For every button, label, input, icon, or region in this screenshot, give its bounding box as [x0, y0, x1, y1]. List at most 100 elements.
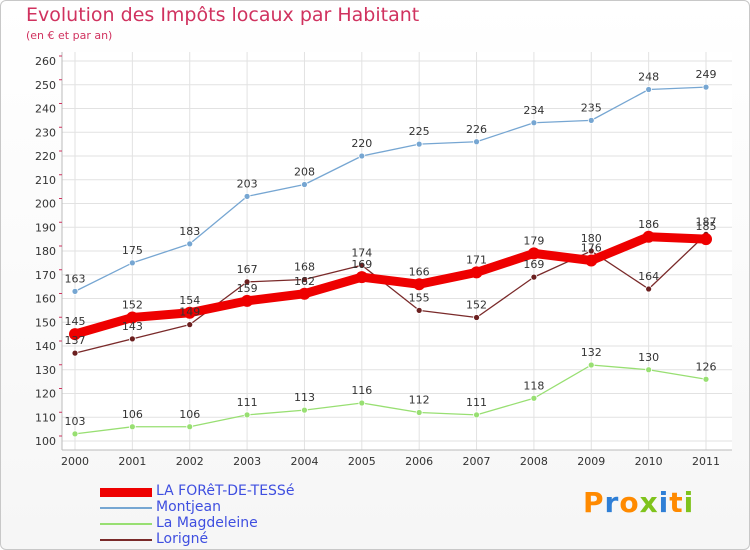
x-tick-label: 2007 [463, 455, 491, 468]
chart-subtitle: (en € et par an) [26, 29, 113, 42]
logo-letter: i [683, 486, 695, 519]
data-point [415, 409, 423, 416]
data-label: 179 [523, 234, 544, 247]
data-point [355, 271, 368, 284]
data-label: 111 [237, 396, 258, 409]
data-point [530, 273, 538, 281]
y-tick-label: 150 [35, 316, 56, 329]
data-point [301, 276, 308, 283]
series-0 [69, 230, 712, 341]
data-label: 132 [581, 346, 602, 359]
data-label: 183 [179, 225, 200, 238]
x-tick-label: 2009 [577, 455, 605, 468]
legend-swatch [100, 539, 152, 541]
data-point [183, 306, 196, 319]
data-point [126, 311, 139, 324]
data-label: 163 [65, 272, 86, 285]
data-label: 155 [409, 291, 430, 304]
y-tick-label: 230 [35, 126, 56, 139]
proxiti-logo: Proxiti [583, 486, 694, 519]
data-point [186, 240, 194, 248]
data-point [241, 294, 254, 307]
y-tick-label: 160 [35, 293, 56, 306]
data-point [243, 411, 251, 419]
y-tick-label: 100 [35, 435, 56, 448]
legend-swatch [100, 507, 152, 509]
data-point [186, 321, 194, 329]
data-point [587, 247, 595, 255]
data-label: 185 [696, 220, 717, 233]
logo-letter: o [619, 486, 640, 519]
data-point [301, 406, 308, 414]
y-tick-label: 120 [35, 388, 56, 401]
y-tick-label: 190 [35, 221, 56, 234]
data-label: 113 [294, 391, 315, 404]
chart-title: Evolution des Impôts locaux par Habitant [26, 4, 420, 26]
data-label: 137 [65, 334, 86, 347]
data-label: 168 [294, 261, 315, 274]
y-tick-label: 210 [35, 174, 56, 187]
data-point [301, 181, 308, 188]
data-label: 180 [581, 232, 602, 245]
series-line [74, 364, 707, 435]
logo-letter: i [658, 486, 670, 519]
data-point [527, 247, 540, 260]
data-point [587, 361, 595, 369]
data-label: 235 [581, 101, 602, 114]
y-tick-label: 220 [35, 150, 56, 163]
data-label: 174 [351, 246, 372, 259]
legend-label: Montjean [156, 499, 221, 515]
y-tick-label: 200 [35, 198, 56, 211]
data-point [702, 83, 710, 91]
logo-letter: t [669, 486, 684, 519]
data-label: 171 [466, 253, 487, 266]
data-point [243, 278, 251, 286]
data-point [128, 259, 136, 267]
x-tick-label: 2004 [290, 455, 318, 468]
y-tick-label: 250 [35, 79, 56, 92]
data-label: 149 [179, 306, 200, 319]
logo-letter: P [583, 486, 605, 519]
legend-swatch [100, 488, 152, 497]
series-2 [71, 361, 710, 438]
data-point [413, 278, 426, 291]
data-label: 208 [294, 166, 315, 179]
y-tick-label: 140 [35, 340, 56, 353]
data-label: 169 [523, 258, 544, 271]
data-point [702, 375, 710, 383]
x-tick-label: 2008 [520, 455, 548, 468]
y-tick-label: 180 [35, 245, 56, 258]
legend-swatch [100, 523, 152, 525]
data-point [358, 152, 366, 160]
data-label: 116 [351, 384, 372, 397]
legend-label: Lorigné [156, 531, 209, 547]
data-label: 176 [581, 242, 602, 255]
data-label: 175 [122, 244, 143, 257]
x-tick-label: 2002 [176, 455, 204, 468]
data-point [530, 394, 538, 402]
data-point [587, 116, 595, 124]
x-tick-label: 2005 [348, 455, 376, 468]
data-label: 159 [237, 282, 258, 295]
data-point [415, 306, 423, 314]
data-label: 106 [122, 408, 143, 421]
data-label: 203 [237, 177, 258, 190]
y-tick-label: 240 [35, 103, 56, 116]
y-tick-label: 130 [35, 364, 56, 377]
data-point [470, 266, 483, 279]
data-point [358, 399, 366, 407]
data-point [71, 349, 79, 357]
data-point [645, 366, 653, 374]
data-point [473, 314, 480, 321]
y-tick-label: 170 [35, 269, 56, 282]
x-tick-label: 2001 [118, 455, 146, 468]
data-label: 152 [122, 299, 143, 312]
data-label: 226 [466, 123, 487, 136]
data-label: 111 [466, 396, 487, 409]
data-point [298, 287, 311, 300]
data-label: 169 [351, 258, 372, 271]
data-point [358, 261, 366, 269]
logo-letter: x [639, 486, 659, 519]
y-tick-label: 110 [35, 411, 56, 424]
data-point [700, 233, 712, 246]
